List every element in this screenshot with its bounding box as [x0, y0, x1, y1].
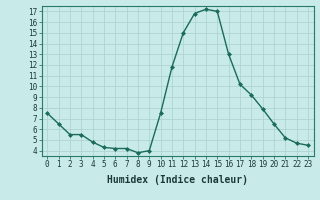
X-axis label: Humidex (Indice chaleur): Humidex (Indice chaleur) [107, 175, 248, 185]
